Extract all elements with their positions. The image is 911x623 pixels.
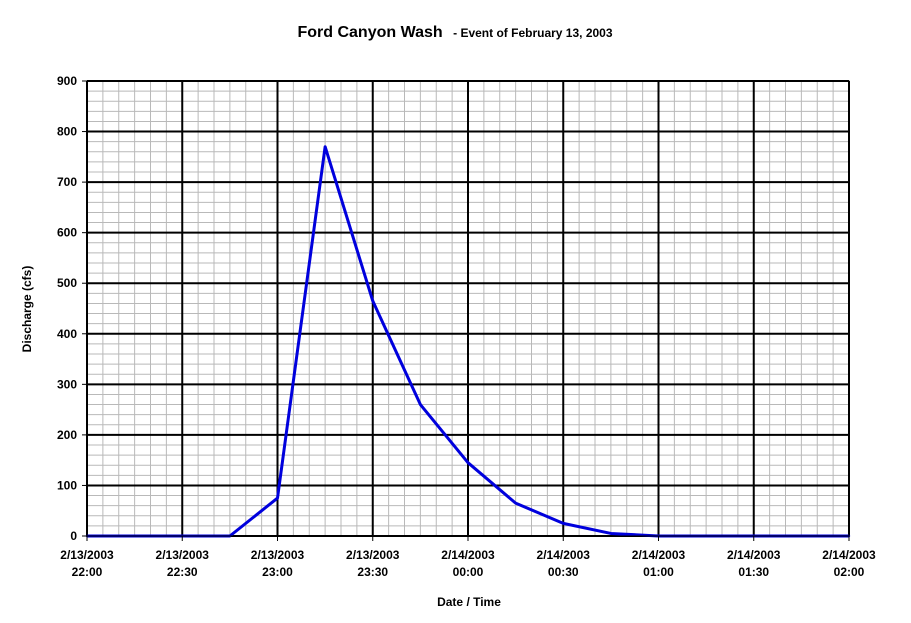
x-tick-time: 02:00: [834, 565, 865, 579]
x-tick-label: 2/13/2003 23:30: [346, 548, 400, 579]
axes: [82, 80, 850, 541]
x-tick-label: 2/14/2003 01:30: [727, 548, 781, 579]
x-tick-time: 23:00: [262, 565, 293, 579]
data-point: [466, 461, 470, 464]
y-tick-label: 600: [57, 226, 77, 240]
grid: [86, 80, 850, 537]
data-point: [609, 532, 613, 535]
data-point: [276, 496, 279, 500]
x-tick-label: 2/14/2003 01:00: [632, 548, 686, 579]
x-tick-time: 22:00: [72, 565, 103, 579]
x-tick-label: 2/14/2003 02:00: [822, 548, 876, 579]
x-tick-time: 23:30: [357, 565, 388, 579]
x-tick-date: 2/14/2003: [537, 548, 591, 562]
x-tick-label: 2/14/2003 00:00: [441, 548, 495, 579]
data-point: [323, 145, 327, 148]
x-tick-date: 2/13/2003: [156, 548, 210, 562]
y-tick-label: 0: [70, 529, 77, 543]
x-tick-label: 2/14/2003 00:30: [537, 548, 591, 579]
x-tick-date: 2/14/2003: [727, 548, 781, 562]
x-tick-date: 2/13/2003: [346, 548, 400, 562]
y-tick-label: 800: [57, 125, 77, 139]
x-tick-label: 2/13/2003 22:30: [156, 548, 210, 579]
y-axis-label: Discharge (cfs): [20, 266, 34, 353]
x-tick-date: 2/13/2003: [251, 548, 305, 562]
x-axis-label: Date / Time: [437, 595, 501, 609]
x-tick-date: 2/14/2003: [822, 548, 876, 562]
y-tick-label: 100: [57, 478, 77, 492]
y-tick-label: 700: [57, 175, 77, 189]
x-tick-date: 2/13/2003: [60, 548, 114, 562]
x-tick-time: 01:00: [643, 565, 674, 579]
x-tick-time: 22:30: [167, 565, 198, 579]
y-tick-label: 500: [57, 276, 77, 290]
data-point: [419, 403, 422, 406]
chart-title: Ford Canyon Wash: [297, 24, 442, 41]
x-tick-date: 2/14/2003: [441, 548, 495, 562]
x-tick-time: 00:30: [548, 565, 579, 579]
chart-title-group: Ford Canyon Wash - Event of February 13,…: [297, 24, 612, 41]
labels: Ford Canyon Wash - Event of February 13,…: [20, 24, 876, 609]
y-tick-label: 300: [57, 377, 77, 391]
data-point: [371, 299, 374, 303]
y-tick-label: 900: [57, 74, 77, 88]
x-tick-label: 2/13/2003 22:00: [60, 548, 114, 579]
plot-border: [86, 80, 850, 537]
x-tick-time: 00:00: [453, 565, 484, 579]
data-point: [514, 501, 517, 505]
y-tick-label: 400: [57, 327, 77, 341]
x-tick-label: 2/13/2003 23:00: [251, 548, 305, 579]
x-tick-date: 2/14/2003: [632, 548, 686, 562]
x-tick-time: 01:30: [738, 565, 769, 579]
data-point: [562, 522, 565, 525]
y-tick-label: 200: [57, 428, 77, 442]
chart-subtitle: - Event of February 13, 2003: [453, 26, 613, 40]
